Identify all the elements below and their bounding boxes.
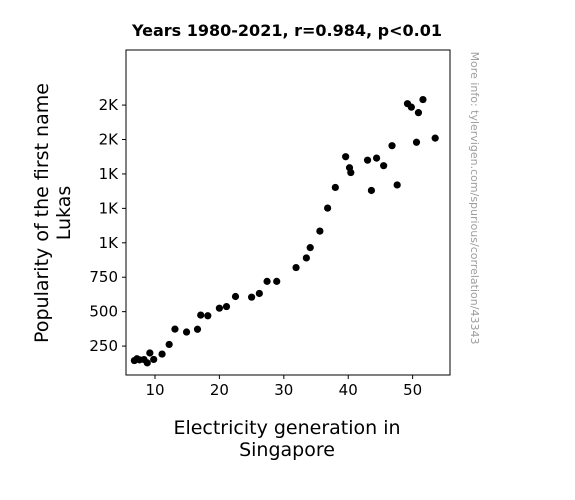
- data-point: [204, 312, 212, 320]
- chart-title: Years 1980-2021, r=0.984, p<0.01: [131, 21, 442, 40]
- data-point: [231, 292, 240, 301]
- source-watermark: More info: tylervigen.com/spurious/corre…: [468, 52, 481, 345]
- data-point: [431, 134, 439, 142]
- data-point: [273, 277, 281, 285]
- data-point: [143, 359, 151, 367]
- data-point: [372, 154, 381, 162]
- y-tick-label: 1K: [99, 234, 120, 252]
- data-point: [197, 311, 205, 319]
- y-tick-label: 250: [89, 337, 118, 355]
- data-point: [342, 153, 350, 161]
- data-point: [388, 142, 396, 150]
- data-point: [367, 186, 376, 195]
- data-point: [248, 293, 256, 301]
- data-point: [419, 95, 427, 104]
- data-point: [165, 340, 173, 349]
- axes: 10 20 30 40 50 250 500 750 1K 1K 1K 2K 2K: [89, 49, 451, 399]
- x-tick-label: 30: [274, 381, 293, 399]
- data-point: [380, 162, 388, 170]
- y-axis-label-line-1: Popularity of the first name: [31, 83, 53, 343]
- data-point: [331, 183, 339, 192]
- data-point: [215, 304, 223, 312]
- y-tick-label: 2K: [99, 131, 120, 149]
- data-point: [316, 227, 324, 235]
- data-point: [363, 156, 372, 164]
- plot-frame: [125, 49, 451, 376]
- data-point: [222, 302, 231, 311]
- data-point: [347, 168, 355, 177]
- y-tick-label: 750: [89, 268, 118, 286]
- y-axis-label-line-2: Lukas: [53, 186, 75, 241]
- data-point: [393, 181, 401, 189]
- data-point: [302, 254, 310, 262]
- data-point: [255, 289, 263, 298]
- data-point: [414, 109, 423, 117]
- x-axis-label-line-1: Electricity generation in: [173, 417, 400, 439]
- data-point: [158, 350, 166, 358]
- data-point: [292, 263, 300, 272]
- data-point: [171, 325, 179, 333]
- x-tick-label: 20: [210, 381, 229, 399]
- data-point: [263, 277, 271, 285]
- plot-area: [130, 95, 439, 367]
- y-tick-label: 1K: [99, 199, 120, 217]
- x-axis-label-line-2: Singapore: [239, 439, 335, 461]
- data-point: [146, 349, 154, 357]
- y-tick-label: 2K: [99, 96, 120, 114]
- data-point: [324, 204, 332, 212]
- y-tick-label: 500: [89, 303, 118, 321]
- data-point: [306, 244, 314, 252]
- y-tick-label: 1K: [99, 165, 120, 183]
- x-tick-label: 50: [403, 381, 422, 399]
- x-tick-label: 10: [145, 381, 164, 399]
- data-point: [407, 103, 415, 111]
- data-point: [150, 355, 158, 364]
- x-tick-label: 40: [339, 381, 358, 399]
- data-point: [193, 325, 202, 333]
- data-point: [182, 328, 191, 336]
- data-point: [412, 138, 421, 146]
